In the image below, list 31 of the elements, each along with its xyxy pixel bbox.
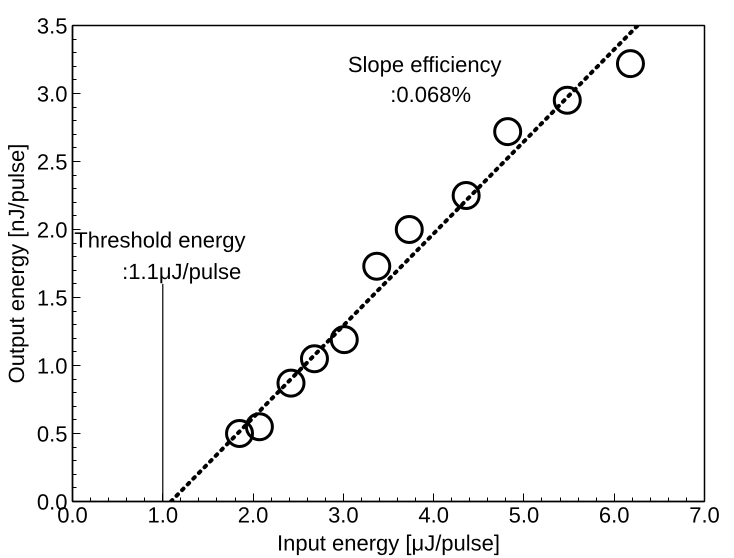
point [616, 49, 645, 78]
y-tick-label: 3.0 [36, 82, 68, 106]
x-tick-label: 4.0 [418, 502, 449, 528]
y-axis-title: Output energy [nJ/pulse] [4, 144, 29, 384]
point [552, 86, 582, 115]
y-tick-label: 2.0 [36, 218, 68, 242]
point [452, 181, 481, 210]
y-tick-label: 3.5 [36, 14, 68, 38]
annotation: :1.1μJ/pulse [122, 258, 242, 284]
x-tick-label: 5.0 [508, 502, 540, 528]
y-tick-label: 2.5 [36, 150, 68, 174]
x-tick-label: 6.0 [598, 502, 630, 528]
annotation: :0.068% [390, 82, 472, 108]
point [362, 252, 392, 281]
x-tick-label: 1.0 [147, 502, 178, 528]
annotation: Threshold energy [74, 228, 246, 253]
y-tick-label: 0.5 [36, 422, 68, 446]
y-tick-label: 1.5 [36, 286, 68, 310]
x-axis-title: Input energy [μJ/pulse] [276, 530, 500, 556]
point [300, 344, 329, 374]
x-tick-label: 2.0 [238, 502, 268, 528]
x-tick-label: 7.0 [689, 502, 720, 528]
point [244, 412, 274, 442]
y-tick-label: 1.0 [36, 354, 68, 378]
annotation: Slope efficiency [348, 52, 502, 78]
x-tick-label: 3.0 [328, 502, 359, 528]
point [394, 215, 424, 244]
point [330, 325, 359, 354]
point [493, 117, 522, 146]
point [276, 368, 306, 398]
point [225, 419, 254, 448]
